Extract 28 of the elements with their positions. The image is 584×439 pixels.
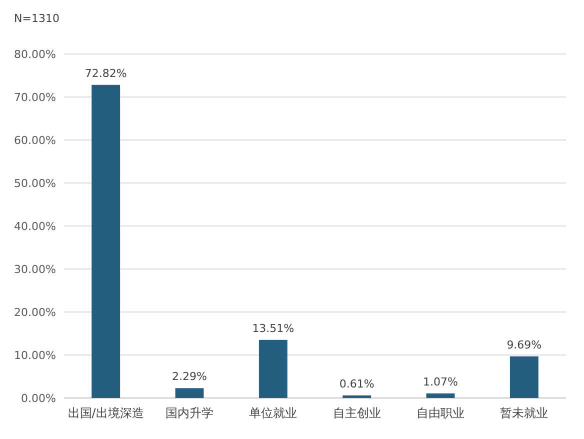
y-tick-label: 30.00% xyxy=(14,263,56,276)
data-label: 9.69% xyxy=(506,338,542,352)
x-tick-label: 暂未就业 xyxy=(500,406,548,420)
data-label: 13.51% xyxy=(252,322,294,335)
bar xyxy=(92,84,120,398)
bar xyxy=(342,395,372,398)
data-label: 2.29% xyxy=(172,370,207,384)
bar xyxy=(258,340,288,398)
data-label: 1.07% xyxy=(423,375,458,388)
x-tick-label: 自由职业 xyxy=(416,406,464,420)
x-tick-label: 单位就业 xyxy=(249,406,298,420)
x-tick-label: 自主创业 xyxy=(332,406,381,420)
text: N=1310 xyxy=(14,12,60,25)
data-label: 0.61% xyxy=(339,377,374,390)
y-tick-label: 20.00% xyxy=(14,306,56,319)
bar xyxy=(175,388,204,398)
bar xyxy=(510,356,538,398)
bar xyxy=(426,393,455,398)
y-tick-label: 0.00% xyxy=(21,392,56,405)
y-tick-label: 70.00% xyxy=(14,91,56,104)
y-tick-label: 60.00% xyxy=(14,134,56,147)
y-tick-label: 10.00% xyxy=(14,349,56,362)
x-tick-label: 出国/出境深造 xyxy=(68,406,144,420)
y-tick-label: 40.00% xyxy=(14,220,56,233)
y-tick-label: 80.00% xyxy=(14,48,56,61)
y-tick-label: 50.00% xyxy=(14,177,56,190)
x-tick-label: 国内升学 xyxy=(166,406,214,420)
data-label: 72.82% xyxy=(84,66,127,80)
